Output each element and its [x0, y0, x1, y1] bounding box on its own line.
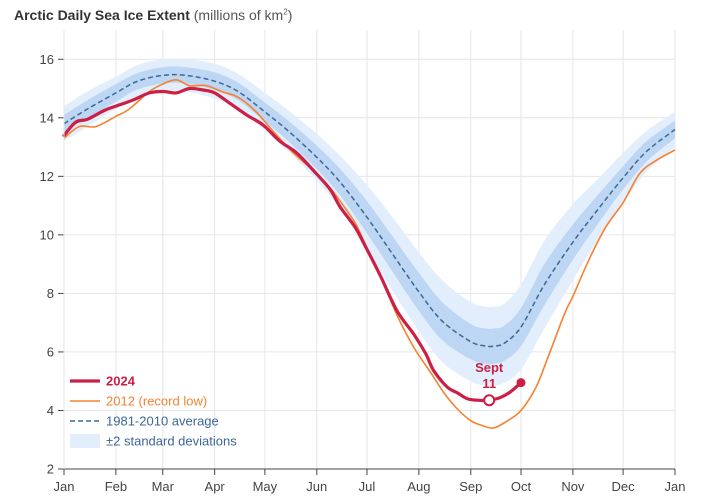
series-line-average: [63, 73, 676, 348]
y-tick-label-16: 16: [40, 52, 54, 67]
legend-label-s2024: 2024: [106, 374, 136, 389]
std-dev-band-layer: [64, 58, 675, 387]
unit-suffix: ): [287, 7, 293, 23]
y-tick-label-14: 14: [40, 110, 54, 125]
legend-item-s2012: 2012 (record low): [70, 394, 207, 409]
x-tick-label-8: Sep: [459, 479, 482, 494]
axis-layer: 2 4 6 8 10 12 14 16 Jan Feb Mar Apr May Jun Jul Aug Sep O…: [40, 30, 686, 494]
series-line-layer: [62, 73, 676, 429]
legend-label-band: ±2 standard deviations: [106, 434, 237, 449]
chart-title: Arctic Daily Sea Ice Extent (millions of…: [14, 7, 292, 23]
y-tick-label-2: 2: [47, 462, 54, 477]
legend-label-s2012: 2012 (record low): [106, 394, 207, 409]
legend-swatch-band: [70, 434, 100, 448]
legend: 2024 2012 (record low) 1981-2010 average ±2…: [70, 374, 237, 449]
x-tick-label-6: Jul: [359, 479, 376, 494]
y-tick-label-10: 10: [40, 227, 54, 242]
legend-item-band: ±2 standard deviations: [70, 434, 237, 449]
x-tick-label-0: Jan: [54, 479, 75, 494]
x-tick-label-9: Oct: [511, 479, 532, 494]
band-inner-1sd: [64, 66, 675, 365]
chart-title-main: Arctic Daily Sea Ice Extent: [14, 7, 190, 23]
y-tick-label-6: 6: [47, 344, 54, 359]
chart-title-unit: (millions of km2): [194, 7, 293, 23]
y-tick-label-4: 4: [47, 403, 54, 418]
annotation-date-line1: Sept: [475, 360, 504, 375]
x-tick-label-5: Jun: [306, 479, 327, 494]
series-line-s2024: [62, 86, 523, 403]
annotation-date-line2: 11: [482, 376, 496, 391]
y-tick-label-12: 12: [40, 169, 54, 184]
minimum-marker: [483, 394, 496, 407]
x-tick-label-4: May: [253, 479, 278, 494]
y-tick-label-8: 8: [47, 286, 54, 301]
x-tick-label-10: Nov: [561, 479, 585, 494]
x-tick-label-11: Dec: [612, 479, 636, 494]
legend-item-s2024: 2024: [70, 374, 136, 389]
legend-item-average: 1981-2010 average: [70, 414, 219, 429]
unit-prefix: (millions of km: [193, 7, 284, 23]
x-tick-label-12: Jan: [665, 479, 686, 494]
legend-label-average: 1981-2010 average: [106, 414, 219, 429]
x-tick-label-1: Feb: [105, 479, 127, 494]
unit-superscript: 2: [283, 7, 288, 17]
x-tick-label-3: Apr: [205, 479, 226, 494]
series-2024-endpoint-dot: [516, 378, 526, 388]
x-tick-label-2: Mar: [152, 479, 175, 494]
x-tick-label-7: Aug: [407, 479, 430, 494]
